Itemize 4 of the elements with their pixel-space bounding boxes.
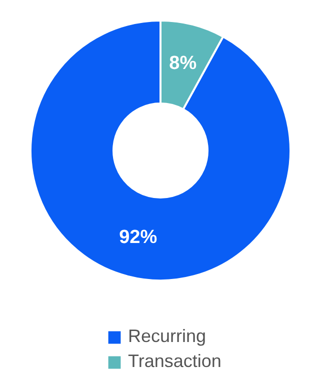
legend-label: Recurring [128, 326, 206, 347]
data-label: 92% [119, 227, 158, 248]
legend-label: Transaction [128, 351, 222, 372]
data-label: 8% [169, 52, 197, 74]
